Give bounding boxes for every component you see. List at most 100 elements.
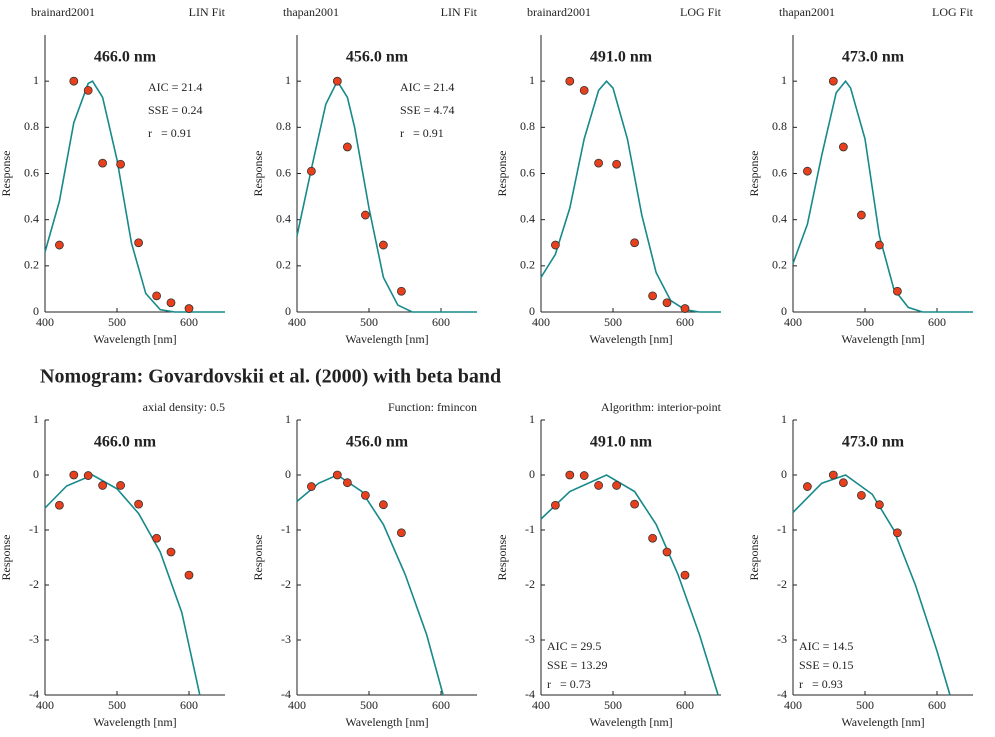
- data-point: [893, 528, 902, 538]
- y-tick-label: 0: [33, 467, 39, 481]
- data-point: [839, 142, 848, 152]
- y-tick-label: 0.2: [520, 258, 535, 272]
- chart-title: 466.0 nm: [94, 49, 157, 66]
- y-tick-label: -4: [281, 687, 291, 701]
- x-tick-label: 400: [36, 315, 54, 329]
- x-tick-label: 400: [784, 698, 802, 712]
- data-point: [378, 500, 388, 510]
- x-axis-label: Wavelength [nm]: [589, 332, 672, 346]
- data-point: [648, 533, 657, 543]
- data-point: [116, 481, 125, 490]
- data-point: [803, 166, 812, 176]
- y-axis-label: Response: [495, 535, 509, 581]
- chart-title: 466.0 nm: [94, 434, 157, 451]
- x-tick-label: 400: [36, 698, 54, 712]
- data-point: [662, 298, 672, 308]
- y-tick-label: 1: [529, 412, 535, 426]
- x-tick-label: 600: [928, 315, 946, 329]
- x-axis-label: Wavelength [nm]: [841, 715, 924, 729]
- x-tick-label: 400: [288, 315, 306, 329]
- y-tick-label: 0.8: [772, 119, 787, 133]
- x-axis-label: Wavelength [nm]: [345, 715, 428, 729]
- data-point: [184, 570, 194, 580]
- x-tick-label: 600: [432, 315, 450, 329]
- data-point: [680, 570, 690, 580]
- header-left: thapan2001: [779, 5, 835, 19]
- fit-curve: [296, 79, 477, 313]
- x-axis-label: Wavelength [nm]: [93, 715, 176, 729]
- chart-title: 456.0 nm: [346, 49, 409, 66]
- x-tick-label: 600: [180, 698, 198, 712]
- data-point: [551, 240, 560, 250]
- data-point: [306, 166, 316, 176]
- data-point: [803, 482, 812, 491]
- data-point: [360, 210, 370, 220]
- data-point: [594, 481, 603, 490]
- fit-curve: [44, 80, 225, 313]
- x-tick-label: 500: [108, 698, 126, 712]
- data-point: [116, 159, 125, 169]
- data-point: [166, 547, 176, 557]
- x-tick-label: 500: [360, 315, 378, 329]
- data-point: [55, 500, 64, 510]
- annotation: r = 0.91: [400, 126, 444, 140]
- y-tick-label: 1: [781, 412, 787, 426]
- y-tick-label: -4: [29, 687, 39, 701]
- x-tick-label: 500: [856, 315, 874, 329]
- fit-curve: [792, 79, 973, 313]
- y-tick-label: 0.4: [276, 211, 291, 225]
- y-tick-label: 1: [285, 73, 291, 87]
- data-point: [579, 471, 589, 480]
- x-axis-label: Wavelength [nm]: [345, 332, 428, 346]
- data-point: [134, 238, 144, 248]
- fit-curve: [44, 474, 201, 696]
- x-axis-label: Wavelength [nm]: [93, 332, 176, 346]
- y-tick-label: -4: [777, 687, 787, 701]
- annotation: SSE = 13.29: [547, 658, 607, 672]
- y-tick-label: 0.6: [276, 165, 291, 179]
- figure-heading: Nomogram: Govardovskii et al. (2000) wit…: [40, 366, 501, 388]
- y-tick-label: 0.4: [772, 211, 787, 225]
- y-tick-label: 0.4: [24, 211, 39, 225]
- x-axis-label: Wavelength [nm]: [589, 715, 672, 729]
- annotation: AIC = 29.5: [547, 639, 601, 653]
- y-tick-label: -3: [525, 632, 535, 646]
- y-tick-label: -2: [29, 577, 39, 591]
- header-right: LIN Fit: [189, 5, 226, 19]
- header-left: thapan2001: [283, 5, 339, 19]
- data-point: [565, 470, 575, 480]
- x-tick-label: 400: [784, 315, 802, 329]
- y-tick-label: 1: [529, 73, 535, 87]
- x-tick-label: 400: [532, 698, 550, 712]
- y-tick-label: -2: [777, 577, 787, 591]
- y-tick-label: 0.2: [24, 258, 39, 272]
- data-point: [612, 159, 621, 169]
- data-point: [55, 240, 64, 250]
- data-point: [565, 76, 575, 86]
- y-axis-label: Response: [747, 151, 761, 197]
- data-point: [166, 298, 176, 308]
- annotation: SSE = 4.74: [400, 103, 454, 117]
- data-point: [875, 500, 884, 510]
- y-tick-label: 1: [781, 73, 787, 87]
- annotation: r = 0.93: [799, 677, 843, 691]
- data-point: [828, 76, 838, 86]
- data-point: [152, 533, 162, 543]
- chart-panel: -4 -3 -2 -1 0 1 400 500 600 Wavelength [nm] Respon…: [495, 400, 722, 729]
- annotation: r = 0.91: [148, 126, 192, 140]
- chart-panel: -4 -3 -2 -1 0 1 400 500 600 Wavelength [nm] Respon…: [0, 400, 225, 729]
- chart-panel: 0 0.2 0.4 0.6 0.8 1 400 500 600 Wavelength [nm] Re…: [495, 5, 722, 346]
- x-tick-label: 600: [676, 315, 694, 329]
- annotation: AIC = 21.4: [148, 80, 202, 94]
- header-left: brainard2001: [31, 5, 95, 19]
- y-axis-label: Response: [251, 151, 265, 197]
- header-right: Function: fmincon: [388, 400, 477, 414]
- x-tick-label: 600: [180, 315, 198, 329]
- chart-panel: -4 -3 -2 -1 0 1 400 500 600 Wavelength [nm] Respon…: [251, 400, 477, 729]
- y-tick-label: 0.4: [520, 211, 535, 225]
- chart-title: 491.0 nm: [590, 434, 653, 451]
- data-point: [342, 142, 352, 152]
- y-axis-label: Response: [747, 535, 761, 581]
- annotation: AIC = 14.5: [799, 639, 853, 653]
